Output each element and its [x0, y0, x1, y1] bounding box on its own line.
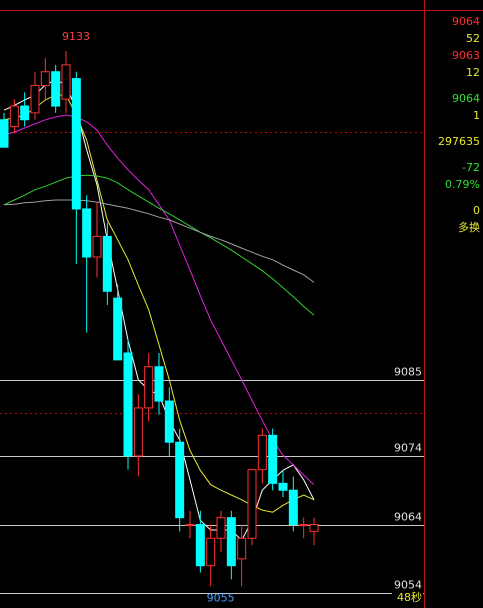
candle-body — [237, 537, 247, 560]
quote-value: 1 — [473, 109, 480, 122]
moving-average-line — [3, 199, 315, 283]
extreme-label: 9055 — [207, 591, 235, 604]
candle-body — [92, 235, 102, 258]
candle-body — [288, 489, 298, 526]
quote-value: 9064 — [452, 92, 480, 105]
candle-body — [164, 400, 174, 443]
quote-value: 0 — [473, 204, 480, 217]
candle-body — [195, 524, 205, 567]
candle-body — [309, 524, 319, 532]
candle-body — [133, 407, 143, 457]
candle-body — [144, 366, 154, 409]
candle-body — [0, 119, 9, 148]
candle-body — [226, 517, 236, 567]
candle-body — [102, 235, 112, 292]
candle-body — [20, 105, 30, 121]
candle-body — [61, 64, 71, 100]
candle-body — [268, 434, 278, 484]
candle-body — [154, 366, 164, 402]
moving-average-line — [3, 114, 315, 486]
quote-value: 12 — [466, 66, 480, 79]
candle-body — [278, 482, 288, 491]
quote-value: 9063 — [452, 49, 480, 62]
y-tick-label: 9074 — [394, 442, 422, 455]
quote-value: 297635 — [438, 135, 480, 148]
candle-body — [185, 524, 195, 527]
quote-value: 0.79% — [445, 178, 480, 191]
candle-body — [71, 78, 81, 210]
quote-value: 多换 — [458, 220, 480, 234]
candle-body — [175, 441, 185, 519]
y-tick-label: 9054 — [394, 579, 422, 592]
candle-body — [30, 84, 40, 114]
candle-body — [299, 524, 309, 527]
moving-average-line — [3, 174, 315, 316]
candle-body — [247, 469, 257, 539]
quote-value: 9064 — [452, 15, 480, 28]
countdown-bg — [392, 590, 423, 606]
candle-body — [51, 71, 61, 107]
candle-body — [257, 434, 267, 471]
candle-body — [206, 537, 216, 567]
y-tick-label: 9085 — [394, 366, 422, 379]
extreme-label: 9133 — [62, 30, 90, 43]
quote-value: -72 — [462, 161, 480, 174]
candle-body — [40, 71, 50, 86]
candle-body — [123, 352, 133, 457]
candle-body — [9, 105, 19, 128]
candle-body — [113, 297, 123, 361]
quote-value: 52 — [466, 32, 480, 45]
candle-body — [216, 517, 226, 539]
countdown: 48秒 — [397, 590, 422, 604]
candle-body — [82, 208, 92, 258]
y-tick-label: 9064 — [394, 511, 422, 524]
